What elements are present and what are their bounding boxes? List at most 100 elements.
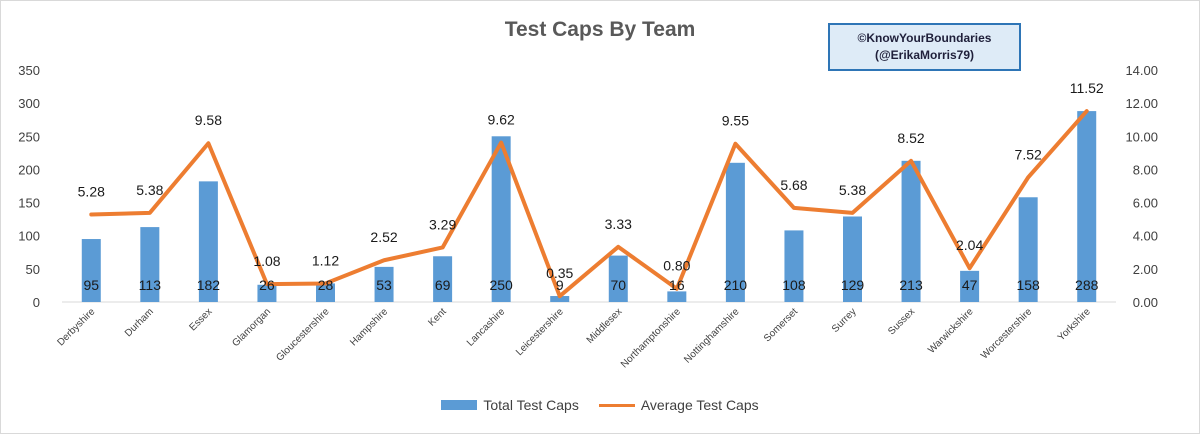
line-point xyxy=(792,206,796,210)
line-point xyxy=(148,211,152,215)
credit-box: ©KnowYourBoundaries (@ErikaMorris79) xyxy=(828,23,1021,71)
bar-data-label: 129 xyxy=(841,277,865,293)
bar xyxy=(198,181,218,302)
credit-line-2: (@ErikaMorris79) xyxy=(874,48,975,62)
line-data-label: 2.04 xyxy=(956,237,983,253)
y-right-tick-label: 2.00 xyxy=(1133,262,1158,277)
bar xyxy=(667,291,687,302)
x-category-label: Essex xyxy=(187,306,214,333)
y-left-tick-label: 0 xyxy=(33,295,40,310)
line-data-label: 8.52 xyxy=(897,130,924,146)
line-data-label: 9.55 xyxy=(722,113,749,129)
bar-data-label: 16 xyxy=(669,277,685,293)
bar xyxy=(901,160,921,302)
line-point xyxy=(441,245,445,249)
line-point xyxy=(968,266,972,270)
line-data-label: 7.52 xyxy=(1015,146,1042,162)
x-category-label: Sussex xyxy=(886,306,917,337)
line-data-label: 5.28 xyxy=(78,184,105,200)
line-point xyxy=(558,294,562,298)
credit-line-1: ©KnowYourBoundaries xyxy=(857,31,992,45)
y-left-tick-label: 100 xyxy=(18,229,40,244)
x-category-label: Kent xyxy=(426,306,448,328)
x-category-label: Glamorgan xyxy=(230,306,273,349)
y-right-tick-label: 12.00 xyxy=(1125,96,1158,111)
chart-title: Test Caps By Team xyxy=(504,18,696,41)
x-category-label: Lancashire xyxy=(465,306,508,349)
bar-data-label: 250 xyxy=(489,277,513,293)
bar-data-label: 26 xyxy=(259,277,275,293)
x-category-label: Northamptonshire xyxy=(619,306,683,370)
legend-item-total: Total Test Caps xyxy=(441,397,579,413)
x-category-label: Leicestershire xyxy=(514,306,566,358)
line-data-label: 0.35 xyxy=(546,265,573,281)
line-data-label: 9.58 xyxy=(195,112,222,128)
y-left-tick-label: 150 xyxy=(18,196,40,211)
x-category-label: Warwickshire xyxy=(926,306,976,356)
line-series xyxy=(89,109,1089,299)
bar xyxy=(1077,111,1097,303)
y-left-tick-label: 350 xyxy=(18,63,40,78)
y-right-axis: 0.00 2.00 4.00 6.00 8.00 10.00 12.00 14.00 xyxy=(1125,63,1158,310)
x-category-label: Derbyshire xyxy=(55,306,97,348)
y-left-tick-label: 200 xyxy=(18,162,40,177)
legend-label-total: Total Test Caps xyxy=(483,397,579,413)
y-right-tick-label: 14.00 xyxy=(1125,63,1158,78)
line-point xyxy=(616,245,620,249)
bar xyxy=(140,227,160,302)
line-point xyxy=(499,141,503,145)
y-right-tick-label: 6.00 xyxy=(1133,196,1158,211)
line-point xyxy=(265,282,269,286)
y-right-tick-label: 10.00 xyxy=(1125,129,1158,144)
bar xyxy=(491,136,511,302)
line-point xyxy=(675,287,679,291)
line-point xyxy=(324,281,327,285)
x-category-label: Surrey xyxy=(830,306,859,335)
y-left-axis: 0 50 100 150 200 250 300 350 xyxy=(18,63,40,310)
bar-data-label: 69 xyxy=(435,277,451,293)
bar-data-label: 213 xyxy=(899,277,923,293)
x-category-label: Middlesex xyxy=(585,306,625,346)
bar xyxy=(1018,197,1038,302)
legend-item-average: Average Test Caps xyxy=(598,397,759,413)
line-point xyxy=(382,258,386,262)
bar-data-label: 210 xyxy=(724,277,748,293)
bar xyxy=(81,239,101,302)
bar-data-label: 28 xyxy=(318,277,334,293)
line-data-label: 5.38 xyxy=(839,182,866,198)
bar-data-label: 9 xyxy=(556,277,564,293)
bar xyxy=(316,283,335,302)
bar xyxy=(550,296,570,302)
bar-data-label: 288 xyxy=(1075,277,1099,293)
bar-data-label: 158 xyxy=(1016,277,1040,293)
legend-swatch-line xyxy=(598,403,635,407)
y-left-tick-label: 300 xyxy=(18,96,40,111)
line-data-label: 0.80 xyxy=(663,258,690,274)
bar-data-label: 53 xyxy=(376,277,392,293)
x-category-label: Somerset xyxy=(762,306,800,344)
line-data-label: 1.08 xyxy=(253,253,280,269)
bar xyxy=(784,230,804,302)
bar xyxy=(843,216,862,302)
bar xyxy=(608,255,628,302)
x-category-label: Worcestershire xyxy=(979,306,1035,362)
line-data-label: 2.52 xyxy=(370,229,397,245)
x-category-label: Hampshire xyxy=(348,306,390,348)
line-data-label: 3.29 xyxy=(429,216,456,232)
bar-data-label: 95 xyxy=(83,277,99,293)
bar-data-label: 70 xyxy=(610,277,626,293)
line-data-label: 3.33 xyxy=(605,216,632,232)
bar xyxy=(257,284,277,302)
bar-data-label: 108 xyxy=(782,277,806,293)
line-point xyxy=(89,213,93,217)
x-category-label: Gloucestershire xyxy=(274,306,332,364)
y-right-tick-label: 4.00 xyxy=(1133,229,1158,244)
bar-data-label: 182 xyxy=(197,277,221,293)
y-right-tick-label: 8.00 xyxy=(1133,162,1158,177)
legend-label-average: Average Test Caps xyxy=(640,397,759,413)
chart-legend: Total Test Caps Average Test Caps xyxy=(0,397,1200,413)
line-data-label: 11.52 xyxy=(1070,80,1104,96)
line-point xyxy=(1026,175,1030,179)
y-left-tick-label: 50 xyxy=(26,262,40,277)
